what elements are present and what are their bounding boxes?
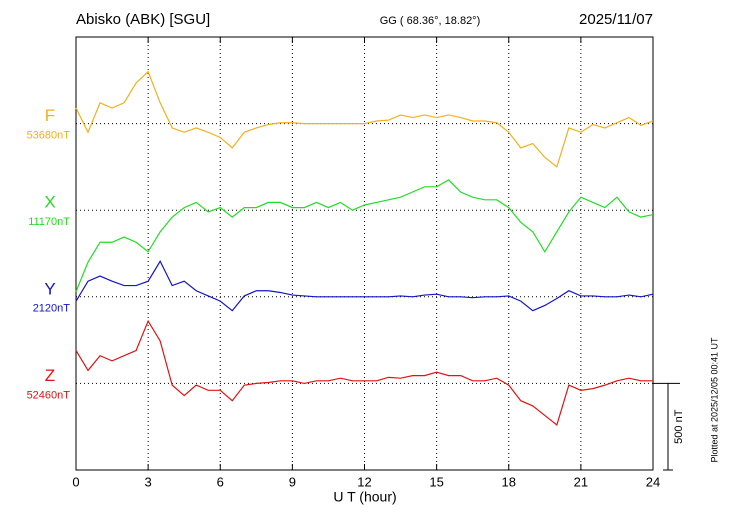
chart-subtitle: GG ( 68.36°, 18.82°) [380, 15, 481, 27]
series-name: X [44, 193, 55, 212]
series-name: Y [44, 279, 55, 298]
x-tick-label: 12 [357, 474, 371, 489]
series-line [75, 70, 654, 168]
series-line [75, 179, 654, 292]
scale-bar-label: 500 nT [673, 409, 685, 444]
series-line [75, 319, 653, 426]
series-line [75, 260, 654, 312]
x-tick-label: 24 [646, 474, 660, 489]
baseline-label: 11170nT [28, 216, 70, 228]
series-name: F [45, 106, 55, 125]
x-tick-label: 0 [72, 474, 79, 489]
plot-note: Plotted at 2025/12/05 00:41 UT [709, 337, 719, 463]
x-tick-label: 9 [289, 474, 296, 489]
x-tick-label: 15 [429, 474, 443, 489]
baseline-label: 52460nT [27, 389, 71, 401]
x-tick-label: 18 [502, 474, 516, 489]
series-name: Z [45, 366, 55, 385]
chart-title: Abisko (ABK) [SGU] [76, 11, 210, 28]
chart-date: 2025/11/07 [579, 11, 653, 28]
x-axis-label: U T (hour) [333, 489, 396, 505]
x-tick-label: 6 [217, 474, 224, 489]
x-tick-label: 3 [145, 474, 152, 489]
baseline-label: 2120nT [33, 303, 71, 315]
baseline-label: 53680nT [27, 130, 71, 142]
x-tick-label: 21 [574, 474, 588, 489]
